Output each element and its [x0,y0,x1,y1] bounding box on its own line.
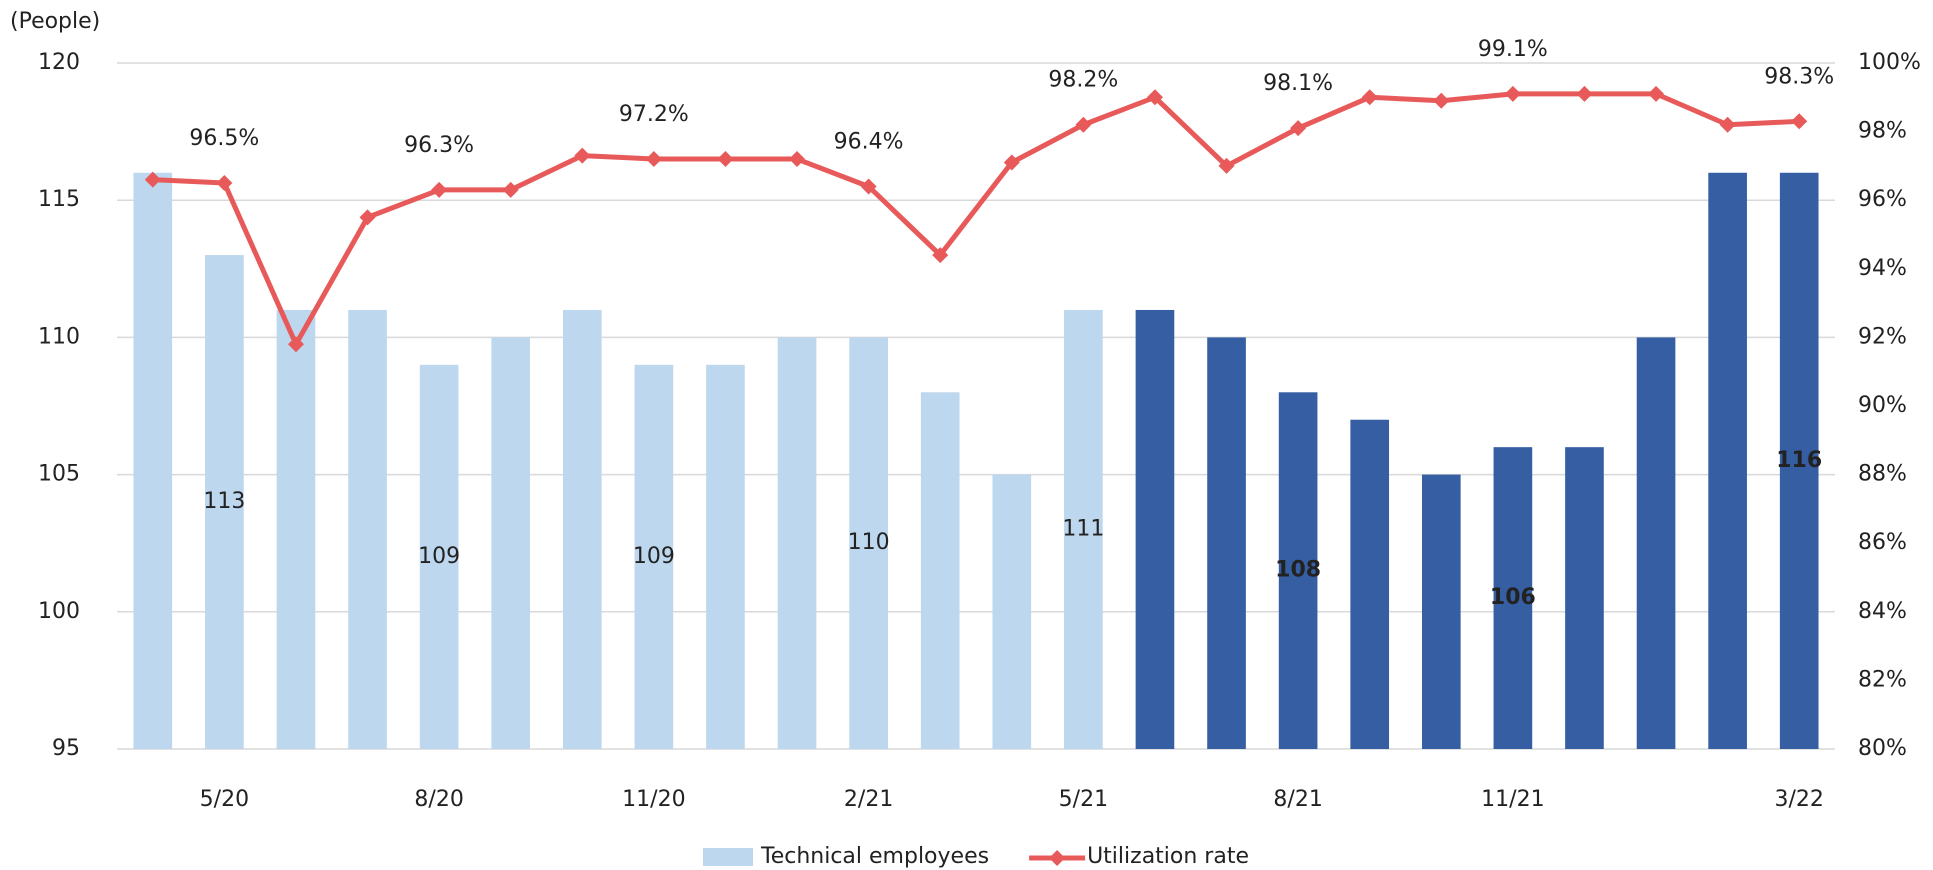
bar [1636,337,1676,749]
y2-tick-label: 90% [1858,393,1907,418]
line [152,91,1800,347]
x-tick-label: 3/22 [1775,787,1824,812]
line-marker [932,247,949,264]
bar-value-label: 106 [1490,585,1536,610]
bar [1565,447,1604,749]
x-tick-label: 5/20 [200,787,249,812]
line-value-label: 98.1% [1263,71,1333,96]
bar-value-label: 109 [418,544,460,569]
y2-tick-label: 86% [1858,530,1907,555]
bar-value-label: 109 [633,544,675,569]
y2-tick-label: 100% [1858,50,1921,75]
line-marker [359,209,376,226]
line-value-label: 96.3% [404,133,474,158]
y-tick-label: 95 [52,736,80,761]
legend-label: Utilization rate [1087,844,1249,869]
line-marker [216,175,233,192]
line-marker [1290,120,1307,137]
line-marker [574,147,591,164]
line-marker [1146,89,1163,106]
x-tick-label: 11/20 [622,787,685,812]
y2-tick-label: 92% [1858,324,1907,349]
y-tick-label: 120 [38,50,80,75]
line-value-label: 96.4% [834,129,904,154]
line-marker [1433,92,1450,109]
y2-tick-label: 94% [1858,256,1907,281]
line-value-label: 98.2% [1048,68,1118,93]
bar-value-label: 110 [848,530,890,555]
y2-tick-label: 80% [1858,736,1907,761]
line-value-label: 98.3% [1764,64,1834,89]
y-tick-label: 105 [38,462,80,487]
bar [1708,172,1747,749]
bar [706,364,745,749]
x-tick-label: 5/21 [1059,787,1108,812]
line-marker [1003,154,1020,171]
bar [562,309,602,749]
y-axis-label: (People) [10,9,100,34]
x-tick-label: 8/20 [414,787,463,812]
line-marker [1504,85,1521,102]
bar-value-label: 116 [1776,448,1822,473]
bar [1064,309,1103,749]
line-marker [1218,157,1235,174]
y2-tick-label: 84% [1858,599,1907,624]
line-marker [860,178,877,195]
line-marker [1791,113,1808,130]
y2-tick-label: 82% [1858,667,1907,692]
legend-label: Technical employees [760,844,989,869]
line-marker [789,151,806,168]
line-marker [144,171,161,188]
x-tick-label: 8/21 [1273,787,1322,812]
line-marker [502,181,519,198]
bar [1207,337,1246,749]
bar [1493,447,1533,749]
legend-swatch [703,848,753,866]
bar [491,337,531,749]
x-tick-label: 11/21 [1481,787,1544,812]
line-marker [1648,85,1665,102]
bar [1135,309,1175,749]
bar [205,255,244,749]
line-marker [717,151,734,168]
line-value-label: 99.1% [1478,37,1548,62]
y-tick-label: 100 [38,599,80,624]
y2-tick-label: 96% [1858,187,1907,212]
line-value-label: 97.2% [619,102,689,127]
line-marker [1719,116,1736,133]
bar [777,337,817,749]
bar [1350,419,1390,749]
line-marker [1075,116,1092,133]
y2-tick-label: 88% [1858,462,1907,487]
line-marker [645,151,662,168]
line-value-label: 96.5% [189,126,259,151]
bar [849,337,888,749]
legend-swatch [1049,850,1066,866]
bar-value-label: 113 [203,489,245,514]
bar [348,309,387,749]
x-tick-label: 2/21 [844,787,893,812]
bar [1779,172,1819,749]
line-marker [1361,89,1378,106]
y2-tick-label: 98% [1858,119,1907,144]
bar [419,364,459,749]
bar-value-label: 111 [1062,516,1104,541]
y-tick-label: 110 [38,324,80,349]
line-marker [287,336,304,353]
bar [276,309,316,749]
line-marker [431,181,448,198]
bar [920,392,960,749]
bar [634,364,674,749]
bar [1278,392,1318,749]
bar [133,172,173,749]
bar-value-label: 108 [1275,558,1321,583]
bar [1421,474,1461,749]
line-marker [1576,85,1593,102]
y-tick-label: 115 [38,187,80,212]
bar [992,474,1032,749]
